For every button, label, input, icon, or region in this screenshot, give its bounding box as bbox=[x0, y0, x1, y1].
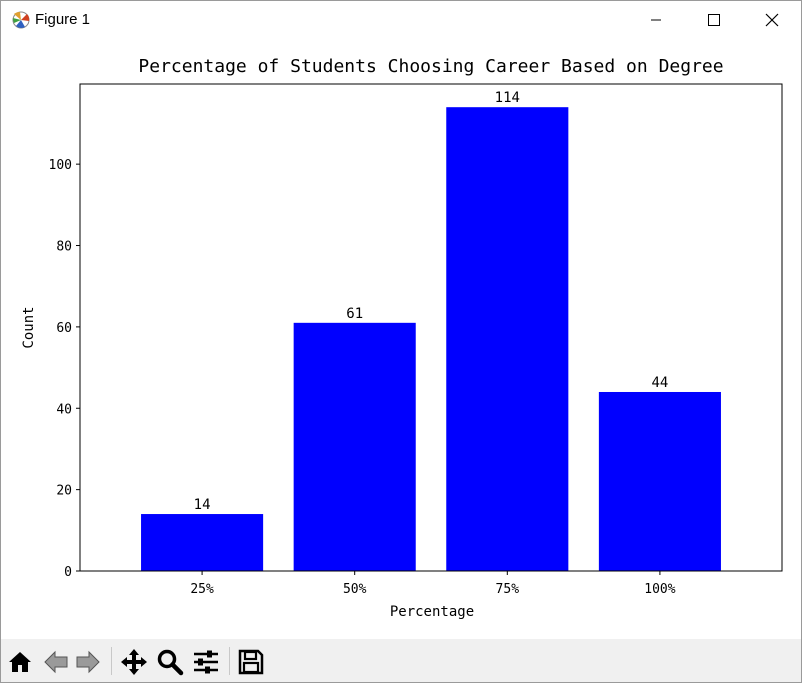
y-tick-label: 80 bbox=[56, 240, 72, 255]
maximize-button[interactable] bbox=[685, 1, 743, 39]
bar bbox=[446, 107, 569, 571]
y-axis-label: Count bbox=[21, 306, 37, 348]
minimize-button[interactable] bbox=[627, 1, 685, 39]
data-labels-group: 14 61 114 44 bbox=[194, 90, 669, 513]
navigation-toolbar bbox=[1, 639, 801, 682]
x-axis-label: Percentage bbox=[390, 604, 474, 620]
home-button[interactable] bbox=[5, 647, 35, 677]
pan-button[interactable] bbox=[119, 647, 149, 677]
bar bbox=[293, 322, 416, 571]
toolbar-separator bbox=[229, 647, 230, 675]
plot-frame bbox=[79, 83, 783, 572]
home-icon bbox=[9, 652, 31, 672]
y-tick-label: 20 bbox=[56, 484, 72, 499]
data-label: 14 bbox=[194, 497, 211, 513]
x-tick-label: 75% bbox=[496, 582, 520, 597]
close-icon bbox=[765, 13, 779, 27]
bar bbox=[141, 514, 264, 571]
save-icon bbox=[238, 649, 264, 675]
y-tick-label: 60 bbox=[56, 321, 72, 336]
data-label: 44 bbox=[651, 375, 668, 391]
data-label: 61 bbox=[346, 306, 363, 322]
bar bbox=[598, 391, 721, 571]
save-button[interactable] bbox=[236, 647, 266, 677]
forward-arrow-icon bbox=[76, 650, 100, 674]
title-bar: Figure 1 bbox=[1, 1, 801, 39]
zoom-icon bbox=[157, 649, 184, 676]
pan-move-icon bbox=[121, 649, 147, 675]
forward-button[interactable] bbox=[73, 647, 103, 677]
y-tick-label: 40 bbox=[56, 402, 72, 417]
chart-title: Percentage of Students Choosing Career B… bbox=[138, 56, 723, 77]
figure-canvas: Percentage of Students Choosing Career B… bbox=[1, 39, 801, 639]
back-button[interactable] bbox=[41, 647, 71, 677]
x-tick-label: 50% bbox=[343, 582, 367, 597]
y-tick-label: 100 bbox=[49, 158, 72, 173]
y-tick-label: 0 bbox=[64, 565, 72, 580]
x-tick-label: 25% bbox=[190, 582, 214, 597]
configure-subplots-icon bbox=[194, 650, 218, 674]
configure-subplots-button[interactable] bbox=[191, 647, 221, 677]
close-button[interactable] bbox=[743, 1, 801, 39]
toolbar-separator bbox=[111, 647, 112, 675]
bar-chart: Percentage of Students Choosing Career B… bbox=[21, 56, 783, 620]
bars-group bbox=[141, 107, 721, 571]
back-arrow-icon bbox=[44, 650, 68, 674]
zoom-button[interactable] bbox=[155, 647, 185, 677]
x-tick-label: 100% bbox=[644, 582, 675, 597]
maximize-icon bbox=[708, 14, 720, 26]
matplotlib-icon bbox=[11, 10, 31, 30]
minimize-icon bbox=[651, 19, 661, 21]
window-title: Figure 1 bbox=[35, 11, 91, 28]
axes-group: 25% 50% 75% 100% 0 20 40 60 80 100 bbox=[49, 83, 783, 597]
data-label: 114 bbox=[495, 90, 520, 106]
